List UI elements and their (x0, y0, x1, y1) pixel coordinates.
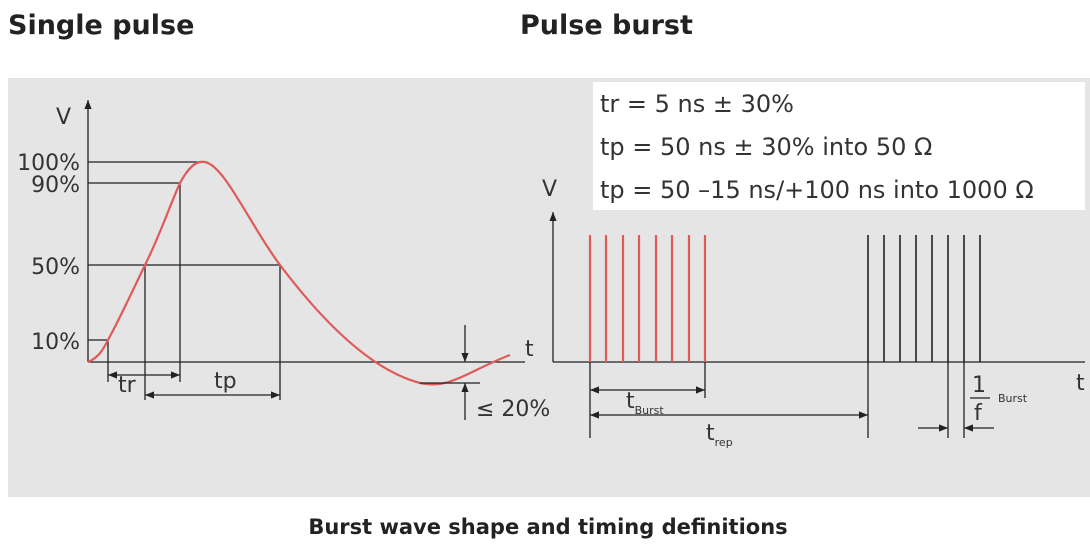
f-numerator: 1 (972, 373, 986, 398)
axis-v: V (542, 177, 557, 202)
axis-t: t (525, 337, 534, 362)
level-label: 100% (17, 151, 80, 176)
tp-label: tp (214, 369, 237, 394)
f-subscript: Burst (998, 392, 1028, 405)
title-burst: Pulse burst (520, 10, 693, 41)
undershoot-label: ≤ 20% (476, 397, 550, 422)
spec: tp = 50 –15 ns/+100 ns into 1000 Ω (600, 176, 1034, 204)
level-label: 90% (31, 173, 80, 198)
spec-box (593, 82, 1085, 210)
pulse-burst: tr = 5 ns ± 30% tp = 50 ns ± 30% into 50… (542, 90, 1085, 449)
subscript: rep (715, 436, 733, 449)
symbol: t (626, 389, 635, 414)
symbol: t (706, 421, 715, 446)
title-single: Single pulse (8, 10, 194, 41)
subscript: Burst (635, 404, 665, 417)
tr-label: tr (118, 373, 137, 398)
level-label: 10% (31, 330, 80, 355)
axis-t: t (1076, 371, 1085, 396)
red-burst (588, 235, 707, 362)
single-pulse: V t 100% 90% 50% 10% tr tp ≤ 20% (17, 100, 550, 422)
axis-v: V (56, 105, 71, 130)
caption: Burst wave shape and timing definitions (308, 515, 787, 539)
level-label: 50% (31, 255, 80, 280)
black-burst (867, 235, 981, 362)
t-rep-label: trep (706, 421, 733, 449)
f-denominator: f (974, 401, 983, 426)
spec: tr = 5 ns ± 30% (600, 90, 794, 118)
spec: tp = 50 ns ± 30% into 50 Ω (600, 133, 932, 161)
pulse-curve (87, 160, 511, 386)
t-burst-label: tBurst (626, 389, 664, 417)
